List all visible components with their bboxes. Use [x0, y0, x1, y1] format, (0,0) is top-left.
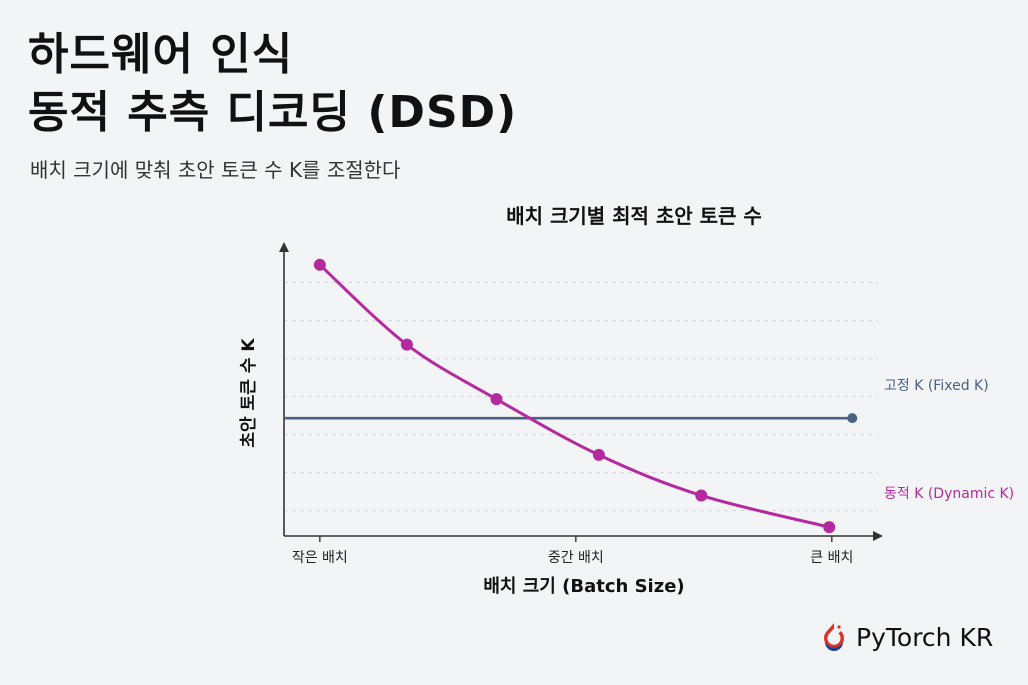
y-axis-arrow: [279, 242, 289, 252]
series-dynamic-k-point-0: [313, 258, 326, 271]
page-title-line1: 하드웨어 인식: [28, 29, 294, 80]
series-dynamic-k-point-4: [695, 489, 708, 502]
legend-fixed-k: 고정 K (Fixed K): [884, 378, 989, 394]
series-dynamic-k-point-1: [400, 338, 413, 351]
x-tick-label-1: 중간 배치: [548, 550, 604, 566]
page-subtitle: 배치 크기에 맞춰 초안 토큰 수 K를 조절한다: [30, 158, 401, 182]
chart-title: 배치 크기별 최적 초안 토큰 수: [506, 204, 762, 228]
series-dynamic-k-point-2: [490, 393, 503, 406]
page-title-line2: 동적 추측 디코딩 (DSD): [28, 87, 518, 138]
brand-name: PyTorch KR: [856, 622, 994, 652]
series-dynamic-k-line: [318, 263, 830, 529]
series-dynamic-k-point-3: [592, 448, 605, 461]
page-title: 하드웨어 인식 동적 추측 디코딩 (DSD): [28, 26, 517, 142]
series-fixed-k-point: [847, 413, 858, 424]
x-axis-arrow: [873, 531, 883, 541]
series-dynamic-k-point-5: [823, 521, 836, 534]
legend-dynamic-k: 동적 K (Dynamic K): [884, 486, 1014, 502]
brand: PyTorch KR: [820, 622, 993, 652]
x-tick-label-2: 큰 배치: [810, 550, 853, 566]
x-axis-label: 배치 크기 (Batch Size): [483, 576, 684, 597]
x-tick-label-0: 작은 배치: [292, 550, 348, 566]
y-axis-label: 초안 토큰 수 K: [239, 338, 259, 448]
pytorch-kr-logo-icon: [824, 623, 844, 651]
